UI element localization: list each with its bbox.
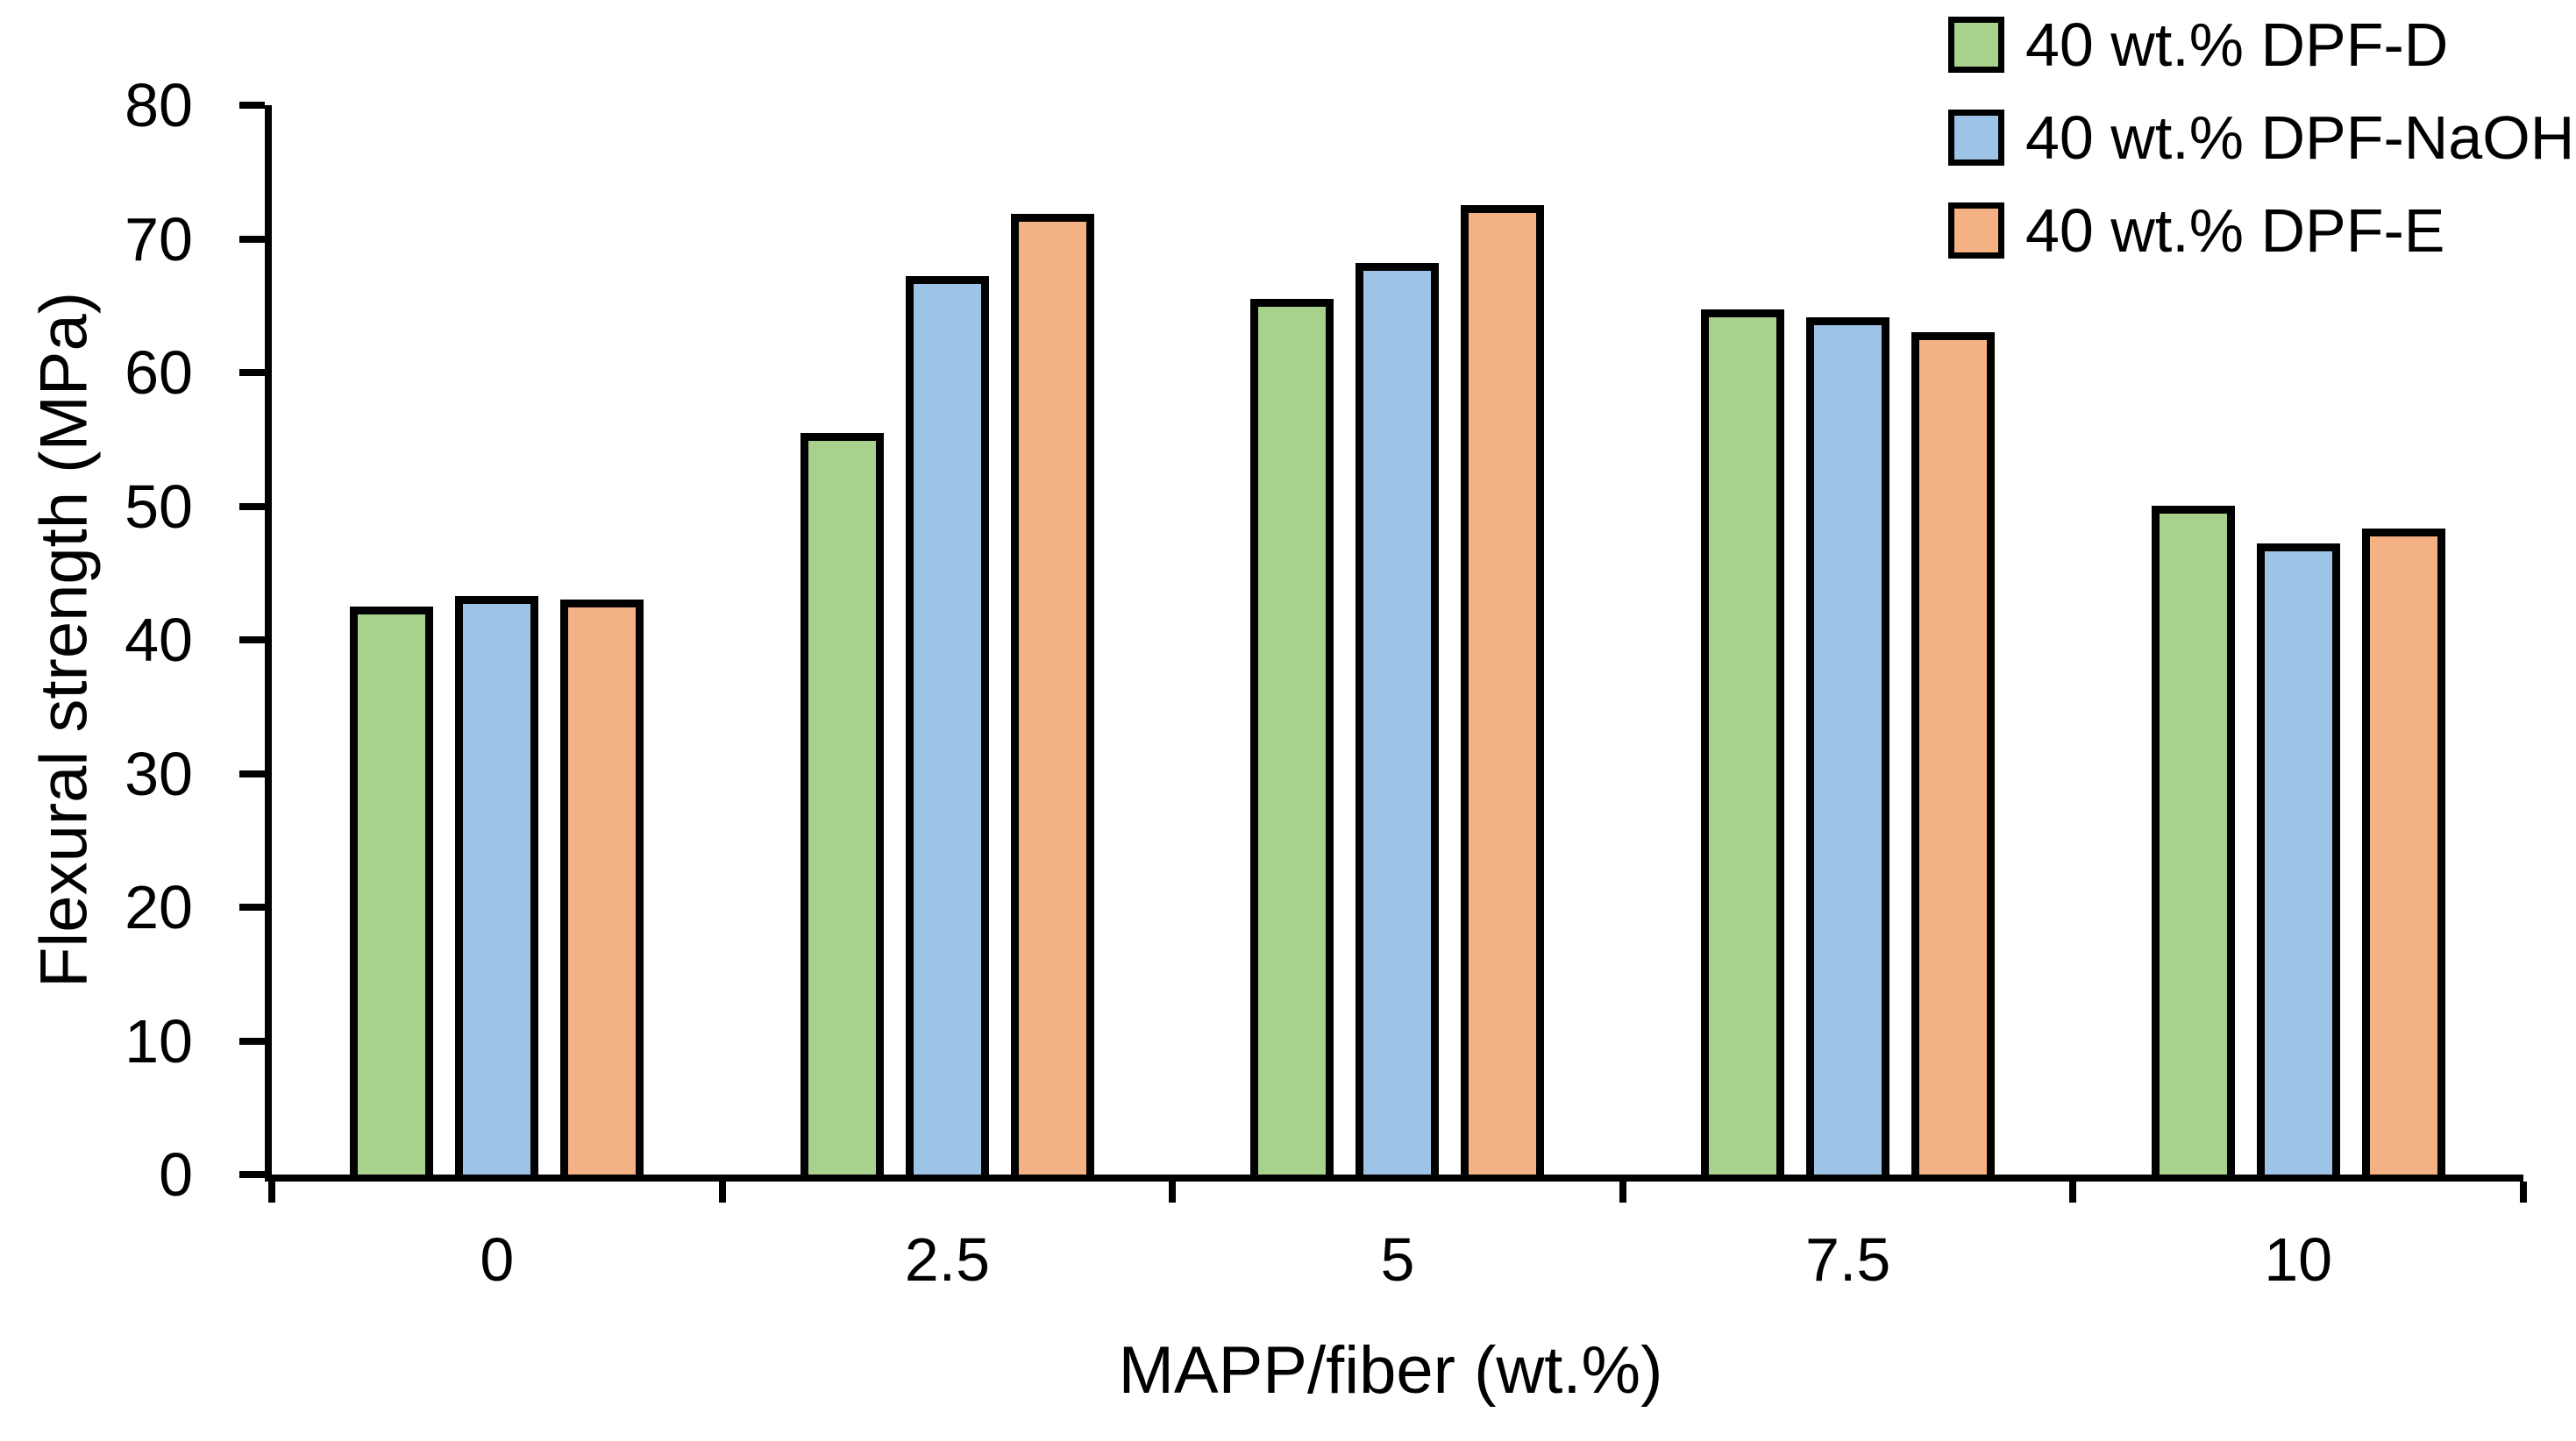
bar-40-wt-dpf-naoh (2256, 543, 2340, 1175)
y-tick-label: 60 (125, 338, 193, 407)
bar-group (722, 105, 1173, 1175)
y-tick-label: 10 (125, 1006, 193, 1075)
x-axis-tick (1619, 1182, 1626, 1203)
legend-item: 40 wt.% DPF-NaOH (1948, 107, 2574, 168)
y-axis-tick (239, 1171, 265, 1178)
legend-label: 40 wt.% DPF-NaOH (2025, 103, 2575, 172)
bar-group (2073, 105, 2523, 1175)
legend-swatch-icon (1948, 110, 2004, 166)
x-axis-label: MAPP/fiber (wt.%) (1118, 1333, 1663, 1408)
bar-40-wt-dpf-e (1010, 214, 1094, 1175)
bar-40-wt-dpf-d (1701, 309, 1785, 1175)
x-axis-tick (2069, 1182, 2077, 1203)
y-axis-tick (239, 904, 265, 911)
bar-40-wt-dpf-e (560, 600, 644, 1175)
legend-label: 40 wt.% DPF-E (2025, 196, 2445, 265)
y-axis-tick (239, 1037, 265, 1045)
y-axis-tick (239, 636, 265, 643)
bar-group (272, 105, 722, 1175)
bar-40-wt-dpf-d (800, 433, 884, 1175)
legend-item: 40 wt.% DPF-E (1948, 200, 2574, 261)
x-tick-label: 7.5 (1804, 1225, 1891, 1294)
bar-40-wt-dpf-d (1250, 299, 1334, 1175)
y-axis-tick (239, 369, 265, 376)
y-axis-tick (239, 102, 265, 109)
y-tick-label: 50 (125, 472, 193, 541)
y-tick-label: 70 (125, 204, 193, 273)
x-tick-label: 5 (1380, 1225, 1415, 1294)
x-axis-tick (2520, 1182, 2527, 1203)
bar-40-wt-dpf-d (350, 607, 434, 1175)
y-tick-label: 0 (159, 1140, 193, 1209)
y-tick-label: 20 (125, 873, 193, 941)
bar-40-wt-dpf-e (1911, 332, 1996, 1175)
x-tick-label: 0 (480, 1225, 515, 1294)
bar-40-wt-dpf-e (1461, 205, 1545, 1175)
y-tick-label: 80 (125, 71, 193, 139)
bar-40-wt-dpf-d (2151, 506, 2235, 1175)
bar-40-wt-dpf-e (2361, 529, 2445, 1175)
bar-group (1623, 105, 2074, 1175)
legend-item: 40 wt.% DPF-D (1948, 14, 2574, 75)
bar-40-wt-dpf-naoh (1356, 263, 1440, 1175)
y-axis-tick (239, 770, 265, 777)
x-tick-label: 2.5 (904, 1225, 991, 1294)
legend-label: 40 wt.% DPF-D (2025, 11, 2449, 79)
y-axis-tick (239, 502, 265, 510)
x-axis-tick (268, 1182, 275, 1203)
y-tick-label: 40 (125, 606, 193, 674)
bar-40-wt-dpf-naoh (455, 596, 539, 1175)
y-tick-label: 30 (125, 739, 193, 808)
bar-group (1172, 105, 1623, 1175)
chart-legend: 40 wt.% DPF-D 40 wt.% DPF-NaOH 40 wt.% DPF… (1948, 14, 2574, 261)
bar-40-wt-dpf-naoh (1806, 317, 1890, 1175)
legend-swatch-icon (1948, 17, 2004, 73)
y-axis-tick (239, 235, 265, 243)
plot-area: 0 10 20 30 40 50 60 70 80 0 2.5 5 7.5 10 (125, 75, 2527, 1290)
bar-40-wt-dpf-naoh (905, 276, 989, 1175)
x-axis-tick (1169, 1182, 1177, 1203)
x-tick-label: 10 (2264, 1225, 2333, 1294)
x-axis-tick (718, 1182, 726, 1203)
legend-swatch-icon (1948, 202, 2004, 259)
